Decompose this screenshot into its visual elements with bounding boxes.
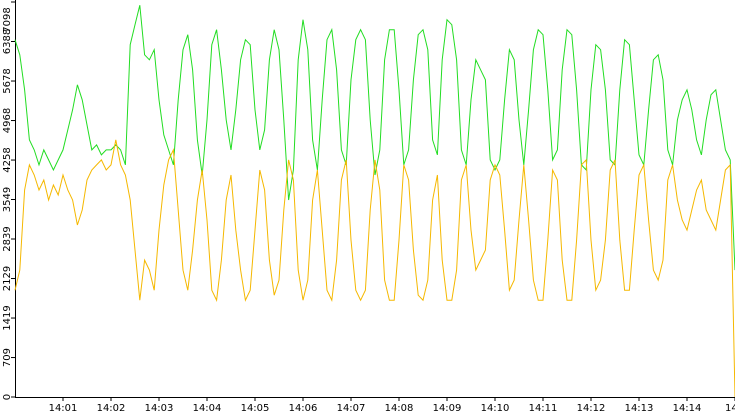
y-tick-label: 2839 bbox=[2, 226, 13, 251]
series-line bbox=[14, 139, 735, 398]
x-tick-label: 14:02 bbox=[97, 403, 126, 414]
x-tick-label: 14:10 bbox=[481, 403, 510, 414]
y-tick-label: 0 bbox=[2, 394, 13, 400]
x-tick-label: 14:04 bbox=[193, 403, 222, 414]
x-tick-label: 14:09 bbox=[433, 403, 462, 414]
y-tick-label: 3549 bbox=[2, 187, 13, 212]
x-tick-label: 14:03 bbox=[145, 403, 174, 414]
x-tick-label: 14:14 bbox=[673, 403, 702, 414]
y-tick-label: 709 bbox=[2, 348, 13, 367]
x-tick-label: 14:06 bbox=[289, 403, 318, 414]
series-line bbox=[14, 5, 735, 271]
x-tick-label: 14:07 bbox=[337, 403, 366, 414]
y-tick-label: 4258 bbox=[2, 147, 13, 172]
y-tick-label: 7098 bbox=[2, 7, 13, 32]
x-tick-label: 14:05 bbox=[241, 403, 270, 414]
x-tick-label: 14:12 bbox=[577, 403, 606, 414]
y-tick-label: 5678 bbox=[2, 68, 13, 93]
y-tick-label: 6388 bbox=[2, 29, 13, 54]
x-tick-label: 14:01 bbox=[49, 403, 78, 414]
y-tick-label: 4968 bbox=[2, 108, 13, 133]
x-tick-label: 14:13 bbox=[625, 403, 654, 414]
y-tick-label: 1419 bbox=[2, 305, 13, 330]
y-tick-label: 2129 bbox=[2, 266, 13, 291]
x-tick-label: 14:11 bbox=[529, 403, 558, 414]
x-tick-label: 14:08 bbox=[385, 403, 414, 414]
x-tick-label: 14 bbox=[725, 403, 735, 414]
